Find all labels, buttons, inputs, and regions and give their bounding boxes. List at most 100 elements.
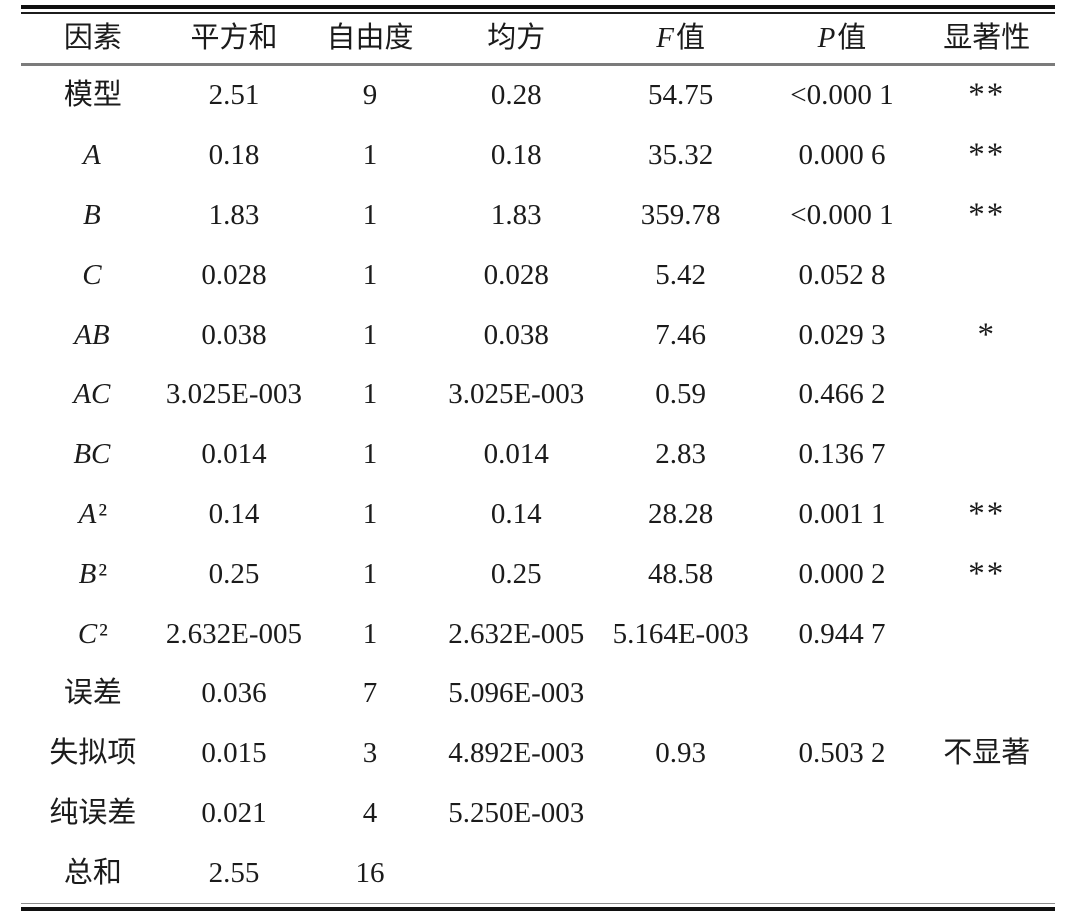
table-cell: 5.250E-003 xyxy=(448,796,585,829)
table-cell: 0.001 1 xyxy=(798,497,886,530)
table-cell: 48.58 xyxy=(648,557,714,590)
table-cell: 0.029 3 xyxy=(798,318,886,351)
table-cell: 0.944 7 xyxy=(798,617,886,650)
column-header: 均方 xyxy=(487,22,546,54)
table-cell: 0.466 2 xyxy=(798,378,886,411)
table-cell: 2.83 xyxy=(655,438,707,471)
table-row: 误差 0.036 7 5.096E-003 xyxy=(21,664,1055,724)
table-cell: 54.75 xyxy=(648,79,714,112)
factor-cell: 失拟项 xyxy=(49,737,137,770)
factor-cell: B² xyxy=(78,557,108,590)
table-cell: 0.59 xyxy=(655,378,707,411)
table-cell: 0.036 xyxy=(201,677,267,710)
table-cell: 0.14 xyxy=(208,497,260,530)
table-cell: ** xyxy=(968,196,1006,233)
table-cell: 0.25 xyxy=(490,557,542,590)
table-cell xyxy=(765,664,918,724)
table-cell: 0.015 xyxy=(201,737,267,770)
table-cell: ** xyxy=(968,555,1006,592)
factor-cell: A² xyxy=(78,497,108,530)
table-cell: 0.021 xyxy=(201,796,267,829)
table-cell: <0.000 1 xyxy=(790,79,894,112)
table-cell: 35.32 xyxy=(648,139,714,172)
table-row: C² 2.632E-005 1 2.632E-005 5.164E-003 0.944 7 xyxy=(21,604,1055,664)
table-cell xyxy=(765,784,918,844)
table-header: 因素 平方和 自由度 均方 F值 P值 显著性 xyxy=(21,14,1055,65)
table-cell xyxy=(765,843,918,903)
table-cell: 1 xyxy=(362,557,378,590)
table-cell xyxy=(596,664,766,724)
table-cell: 0.25 xyxy=(208,557,260,590)
factor-cell: AC xyxy=(73,378,111,411)
table-cell xyxy=(918,604,1055,664)
table-cell: 0.503 2 xyxy=(798,737,886,770)
factor-cell: A xyxy=(83,139,101,172)
table-row: 总和 2.55 16 xyxy=(21,843,1055,903)
table-cell xyxy=(918,365,1055,425)
table-row: B² 0.25 1 0.25 48.58 0.000 2 ** xyxy=(21,544,1055,604)
factor-cell: BC xyxy=(73,438,111,471)
table-row: A 0.18 1 0.18 35.32 0.000 6 ** xyxy=(21,126,1055,186)
anova-table: 因素 平方和 自由度 均方 F值 P值 显著性 模型 2.51 9 0.28 54.75 <0.000… xyxy=(21,14,1055,903)
table-cell: 5.42 xyxy=(655,258,707,291)
table-cell xyxy=(918,784,1055,844)
table-cell: 0.136 7 xyxy=(798,438,886,471)
table-cell xyxy=(918,245,1055,305)
column-header: F值 xyxy=(656,22,706,54)
table-cell: 3.025E-003 xyxy=(448,378,585,411)
table-cell: 9 xyxy=(362,79,378,112)
table-cell: 不显著 xyxy=(943,737,1031,770)
anova-table-region: 因素 平方和 自由度 均方 F值 P值 显著性 模型 2.51 9 0.28 54.75 <0.000… xyxy=(21,5,1055,912)
factor-cell: C² xyxy=(77,617,108,650)
table-cell: 1 xyxy=(362,438,378,471)
table-cell: 0.028 xyxy=(483,258,549,291)
table-cell: ** xyxy=(968,137,1006,174)
table-cell: 7.46 xyxy=(655,318,707,351)
table-cell: 1 xyxy=(362,497,378,530)
table-row: C 0.028 1 0.028 5.42 0.052 8 xyxy=(21,245,1055,305)
table-row: B 1.83 1 1.83 359.78 <0.000 1 ** xyxy=(21,186,1055,246)
table-cell: 2.55 xyxy=(208,856,260,889)
table-cell: 28.28 xyxy=(648,497,714,530)
table-cell: 0.014 xyxy=(483,438,549,471)
table-cell: 0.014 xyxy=(201,438,267,471)
table-row: A² 0.14 1 0.14 28.28 0.001 1 ** xyxy=(21,485,1055,545)
column-header: 自由度 xyxy=(326,22,414,54)
table-cell: 0.000 6 xyxy=(798,139,886,172)
table-cell: 0.038 xyxy=(201,318,267,351)
table-cell: 1 xyxy=(362,258,378,291)
factor-cell: AB xyxy=(74,318,110,351)
table-cell: 0.038 xyxy=(483,318,549,351)
table-cell xyxy=(918,843,1055,903)
table-cell: 0.18 xyxy=(208,139,260,172)
table-cell: 0.28 xyxy=(490,79,542,112)
table-cell: ** xyxy=(968,77,1006,114)
table-cell xyxy=(437,843,596,903)
table-cell: 0.18 xyxy=(490,139,542,172)
table-row: AC 3.025E-003 1 3.025E-003 0.59 0.466 2 xyxy=(21,365,1055,425)
table-cell: 1 xyxy=(362,617,378,650)
table-cell: 1 xyxy=(362,378,378,411)
table-cell: 1 xyxy=(362,198,378,231)
table-cell: 0.052 8 xyxy=(798,258,886,291)
table-cell: 1.83 xyxy=(490,198,542,231)
table-cell: 16 xyxy=(355,856,385,889)
table-row: 纯误差 0.021 4 5.250E-003 xyxy=(21,784,1055,844)
table-cell: 4 xyxy=(362,796,378,829)
table-cell xyxy=(918,664,1055,724)
table-cell: ** xyxy=(968,495,1006,532)
table-cell xyxy=(596,784,766,844)
column-header: 因素 xyxy=(63,22,122,54)
table-cell: 0.028 xyxy=(201,258,267,291)
factor-cell: C xyxy=(82,258,102,291)
table-cell: 2.632E-005 xyxy=(165,617,303,650)
column-header: 显著性 xyxy=(943,22,1031,54)
table-body: 模型 2.51 9 0.28 54.75 <0.000 1 ** A 0.18 1 0.18 35.3… xyxy=(21,65,1055,904)
factor-cell: 总和 xyxy=(63,856,122,889)
table-cell: 2.51 xyxy=(208,79,260,112)
table-cell: 5.096E-003 xyxy=(448,677,585,710)
table-row: 失拟项 0.015 3 4.892E-003 0.93 0.503 2 不显著 xyxy=(21,724,1055,784)
table-cell: 4.892E-003 xyxy=(448,737,585,770)
table-cell: <0.000 1 xyxy=(790,198,894,231)
table-cell: 1.83 xyxy=(208,198,260,231)
